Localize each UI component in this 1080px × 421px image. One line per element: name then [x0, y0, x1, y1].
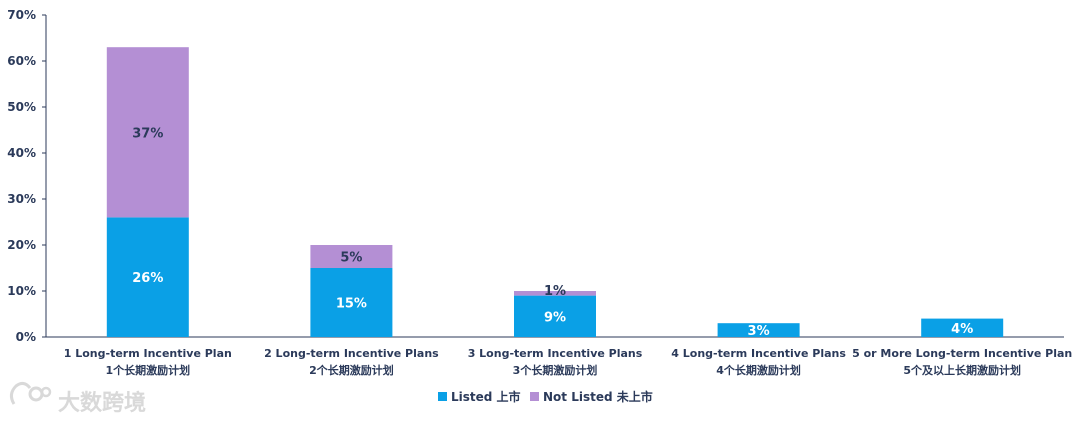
x-tick-label: 2 Long-term Incentive Plans	[264, 347, 439, 360]
x-tick-label: 5个及以上长期激励计划	[903, 363, 1021, 377]
y-tick-label: 70%	[7, 8, 36, 22]
bar-listed	[310, 268, 393, 337]
y-tick-label: 30%	[7, 192, 36, 206]
x-tick-label: 3个长期激励计划	[513, 363, 598, 377]
data-label: 26%	[132, 271, 163, 286]
bar-not-listed	[310, 245, 393, 268]
bar-listed	[921, 318, 1004, 337]
bar-listed	[106, 217, 189, 337]
bar-not-listed	[514, 291, 596, 296]
watermark-text: 大数跨境	[58, 390, 146, 416]
x-tick-label: 1个长期激励计划	[105, 363, 190, 377]
legend: Listed 上市 Not Listed 未上市	[438, 389, 653, 404]
bar-listed	[514, 295, 596, 337]
y-tick-label: 0%	[16, 330, 36, 344]
data-label: 15%	[336, 297, 367, 312]
x-tick-label: 5 or More Long-term Incentive Plan	[852, 347, 1072, 360]
data-labels: 26% 37% 15% 5% 9% 1% 3% 4%	[132, 126, 973, 339]
y-tick-label: 60%	[7, 54, 36, 68]
bars	[106, 47, 1004, 337]
data-label: 9%	[544, 310, 566, 325]
y-tick-label: 20%	[7, 238, 36, 252]
data-label: 1%	[544, 284, 566, 299]
legend-swatch	[530, 392, 539, 401]
data-label: 3%	[748, 324, 770, 339]
legend-label: Not Listed 未上市	[543, 389, 653, 404]
x-tick-label: 4个长期激励计划	[716, 363, 801, 377]
legend-label: Listed 上市	[451, 389, 521, 404]
y-tick-label: 40%	[7, 146, 36, 160]
x-tick-label: 3 Long-term Incentive Plans	[468, 347, 643, 360]
logo-icon	[9, 381, 52, 405]
data-label: 37%	[132, 126, 163, 141]
data-label: 4%	[951, 322, 973, 337]
axes: 0% 10% 20% 30% 40% 50% 60% 70%	[7, 8, 1064, 344]
x-tick-label: 2个长期激励计划	[309, 363, 394, 377]
data-label: 5%	[340, 251, 362, 266]
y-tick-label: 10%	[7, 284, 36, 298]
category-labels: 1 Long-term Incentive Plan 1个长期激励计划 2 Long…	[64, 347, 1072, 377]
watermark: 大数跨境	[9, 381, 146, 416]
bar-not-listed	[106, 47, 189, 218]
bar-listed	[717, 323, 800, 337]
legend-swatch	[438, 392, 447, 401]
x-tick-label: 1 Long-term Incentive Plan	[64, 347, 232, 360]
y-tick-label: 50%	[7, 100, 36, 114]
x-tick-label: 4 Long-term Incentive Plans	[671, 347, 846, 360]
